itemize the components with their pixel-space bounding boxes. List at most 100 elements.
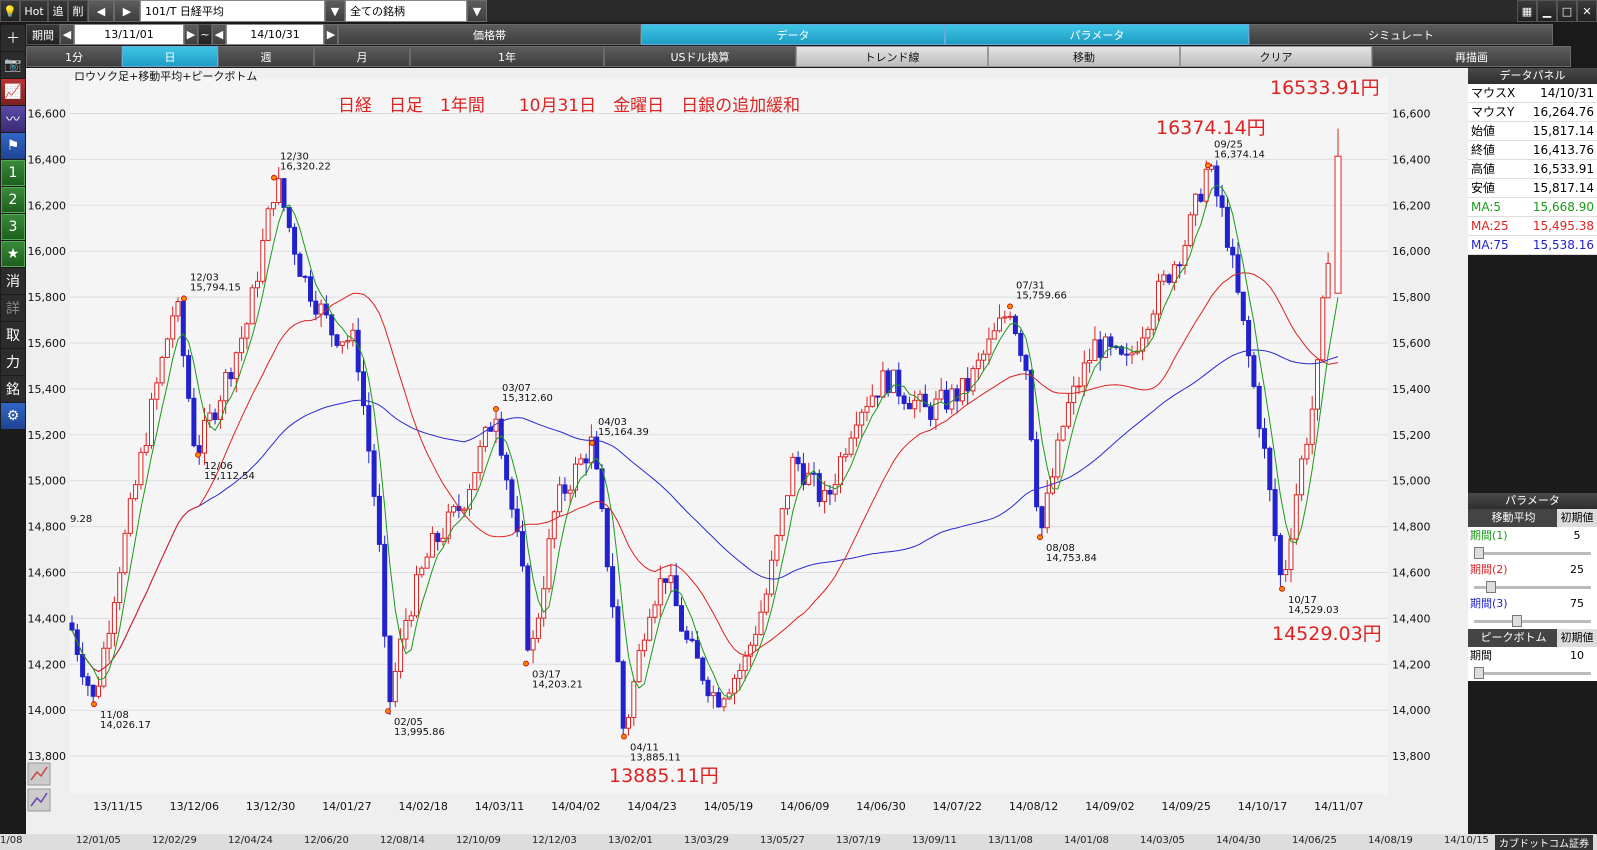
data-row-high: 高値 16,533.91 [1468, 160, 1597, 179]
candle-body [270, 201, 276, 210]
param-1-slider[interactable] [1468, 545, 1597, 561]
sidebar-item-brand[interactable]: 銘 [1, 376, 25, 402]
slider-thumb[interactable] [1474, 547, 1484, 559]
minimize-icon[interactable]: ▁ [1537, 0, 1557, 22]
param-1-value[interactable]: 5 [1573, 529, 1581, 542]
candle-body [1028, 369, 1034, 441]
param-3-slider[interactable] [1468, 613, 1597, 629]
move-button[interactable]: 移動 [988, 46, 1180, 67]
interval-week-button[interactable]: 週 [218, 46, 314, 67]
pb-init-button[interactable]: 初期値 [1557, 629, 1597, 647]
candle-body [1002, 316, 1008, 319]
next-arrow-icon[interactable]: ▶ [114, 0, 140, 22]
y-tick-right: 14,000 [1392, 704, 1431, 717]
delete-button[interactable]: 削 [68, 0, 88, 22]
candle-body [785, 495, 790, 510]
redraw-button[interactable]: 再描画 [1372, 46, 1571, 67]
candle-body [1145, 328, 1151, 339]
candle-body [997, 317, 1002, 332]
sidebar-item-power[interactable]: 力 [1, 349, 25, 375]
peak-value: 15,794.15 [190, 282, 241, 293]
chart-title: 日経 日足 1年間 10月31日 金曜日 日銀の追加緩和 [338, 96, 800, 116]
candle-body [1219, 195, 1225, 208]
param-2-value[interactable]: 25 [1570, 563, 1584, 576]
to-prev-icon[interactable]: ◀ [212, 24, 226, 45]
tab-parameter[interactable]: パラメータ [945, 24, 1249, 45]
slider-thumb[interactable] [1512, 615, 1522, 627]
symbol-dropdown-icon[interactable]: ▼ [325, 0, 345, 22]
line-chart-icon[interactable]: 〰 [1, 106, 25, 132]
to-next-icon[interactable]: ▶ [324, 24, 338, 45]
maximize-icon[interactable]: □ [1557, 0, 1577, 22]
slider-thumb[interactable] [1474, 667, 1484, 679]
data-row-open: 始値 15,817.14 [1468, 122, 1597, 141]
overview-tick: 12/12/03 [532, 835, 577, 846]
flag-icon[interactable]: ⚑ [1, 133, 25, 159]
ma-header-row: 移動平均 初期値 [1468, 509, 1597, 527]
candle-body [1161, 274, 1167, 282]
tab-price-band[interactable]: 価格帯 [338, 24, 641, 45]
sidebar-item-trade[interactable]: 取 [1, 322, 25, 348]
add-button[interactable]: 追 [48, 0, 68, 22]
camera-icon[interactable]: 📷 [1, 52, 25, 78]
data-label: MA:25 [1471, 219, 1509, 233]
gear-icon[interactable]: ⚙ [1, 403, 25, 429]
tab-simulate[interactable]: シミュレート [1249, 24, 1553, 45]
candle-body [451, 506, 457, 513]
from-date-field[interactable]: 13/11/01 [74, 24, 184, 45]
symbol-field[interactable]: 101/T 日経平均 [140, 0, 325, 22]
group-dropdown-icon[interactable]: ▼ [467, 0, 487, 22]
candle-body [1060, 425, 1066, 441]
range-1year-button[interactable]: 1年 [410, 46, 604, 67]
candle-body [747, 644, 753, 657]
preset-2-button[interactable]: 2 [1, 187, 25, 213]
interval-day-button[interactable]: 日 [122, 46, 218, 67]
y-tick-left: 14,600 [28, 567, 67, 580]
overview-axis[interactable]: 1/08 12/01/05 12/02/29 12/04/24 12/06/20 12/0… [0, 834, 1597, 850]
to-date-field[interactable]: 14/10/31 [226, 24, 324, 45]
prev-arrow-icon[interactable]: ◀ [88, 0, 114, 22]
from-prev-icon[interactable]: ◀ [60, 24, 74, 45]
param-2-slider[interactable] [1468, 579, 1597, 595]
hot-button[interactable]: Hot [20, 0, 48, 22]
close-icon[interactable]: ✕ [1577, 0, 1597, 22]
pb-slider[interactable] [1468, 665, 1597, 681]
bulb-icon[interactable]: 💡 [0, 0, 20, 22]
menu-icon[interactable]: ▦ [1517, 0, 1537, 22]
clear-button[interactable]: クリア [1180, 46, 1372, 67]
candle-body [106, 632, 112, 649]
from-next-icon[interactable]: ▶ [184, 24, 198, 45]
trendline-button[interactable]: トレンド線 [796, 46, 988, 67]
candle-body [1262, 428, 1267, 449]
x-tick: 14/03/11 [475, 800, 524, 813]
plus-icon[interactable]: ＋ [1, 25, 25, 51]
data-panel: マウスX 14/10/31 マウスY 16,264.76 始値 15,817.14 終… [1468, 84, 1597, 255]
group-select[interactable]: 全ての銘柄 [345, 0, 467, 22]
interval-1min-button[interactable]: 1分 [26, 46, 122, 67]
overview-tick: 13/03/29 [684, 835, 729, 846]
sidebar-item-erase[interactable]: 消 [1, 268, 25, 294]
candle-body [864, 405, 870, 413]
chart-canvas[interactable]: 16,600 16,400 16,200 16,000 15,800 15,600 15,4… [26, 68, 1468, 834]
data-row-ma5: MA:5 15,668.90 [1468, 198, 1597, 217]
ma-init-button[interactable]: 初期値 [1557, 509, 1597, 527]
pb-value[interactable]: 10 [1570, 649, 1584, 662]
param-3-label: 期間(3) [1470, 597, 1508, 610]
preset-3-button[interactable]: 3 [1, 214, 25, 240]
usd-convert-button[interactable]: USドル換算 [604, 46, 796, 67]
candlestick-chart[interactable]: 16,600 16,400 16,200 16,000 15,800 15,600 15,4… [26, 68, 1468, 834]
candle-body [583, 458, 589, 464]
star-icon[interactable]: ★ [1, 241, 25, 267]
candle-body [1124, 353, 1130, 356]
sidebar-item-detail[interactable]: 詳 [1, 295, 25, 321]
interval-month-button[interactable]: 月 [314, 46, 410, 67]
candle-chart-icon[interactable]: 📈 [1, 79, 25, 105]
candle-body [631, 681, 637, 719]
preset-1-button[interactable]: 1 [1, 160, 25, 186]
candle-body [647, 616, 653, 641]
peak-date: 09/25 [1214, 139, 1243, 150]
tab-data[interactable]: データ [641, 24, 945, 45]
slider-thumb[interactable] [1486, 581, 1496, 593]
candle-body [1304, 443, 1310, 460]
param-3-value[interactable]: 75 [1570, 597, 1584, 610]
